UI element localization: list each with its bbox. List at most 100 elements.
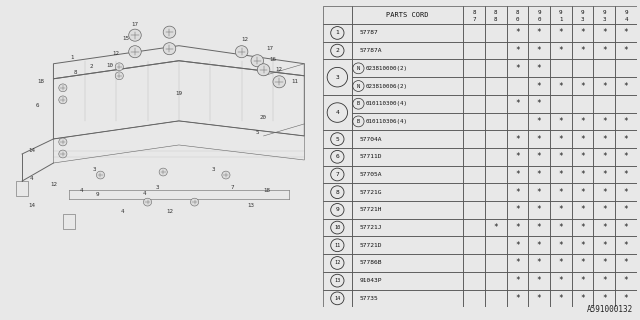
Text: *: * — [602, 241, 607, 250]
Bar — [323, 6, 351, 24]
Bar — [323, 60, 351, 95]
Bar — [572, 272, 593, 290]
Text: 0: 0 — [516, 17, 519, 22]
Text: 57721G: 57721G — [359, 190, 382, 195]
Text: 8: 8 — [74, 70, 77, 75]
Circle shape — [129, 29, 141, 41]
Bar — [323, 166, 351, 183]
Text: 16: 16 — [269, 57, 276, 62]
Bar — [351, 77, 463, 95]
Bar — [507, 60, 528, 77]
Bar — [485, 95, 507, 113]
Bar — [507, 219, 528, 236]
Text: *: * — [559, 294, 563, 303]
Text: *: * — [537, 241, 541, 250]
Text: 17: 17 — [131, 22, 138, 27]
Bar — [463, 272, 485, 290]
Bar — [323, 148, 351, 166]
Bar — [528, 183, 550, 201]
Bar — [593, 60, 615, 77]
Text: 20: 20 — [260, 116, 267, 120]
Bar — [593, 77, 615, 95]
Bar — [528, 272, 550, 290]
Text: 5: 5 — [335, 137, 339, 142]
Bar — [593, 166, 615, 183]
Circle shape — [115, 72, 124, 80]
Text: 4: 4 — [121, 209, 124, 214]
Text: *: * — [602, 170, 607, 179]
Bar — [572, 60, 593, 77]
Bar — [485, 113, 507, 130]
Circle shape — [59, 138, 67, 146]
Circle shape — [251, 55, 264, 67]
Text: *: * — [559, 276, 563, 285]
Bar — [615, 42, 637, 60]
Bar — [593, 148, 615, 166]
Bar — [615, 77, 637, 95]
Text: 7: 7 — [472, 17, 476, 22]
Bar — [550, 219, 572, 236]
Bar — [463, 219, 485, 236]
Text: 57711D: 57711D — [359, 154, 382, 159]
Bar — [572, 77, 593, 95]
Text: 3: 3 — [580, 17, 584, 22]
Text: *: * — [580, 241, 585, 250]
Bar — [593, 113, 615, 130]
Text: 17: 17 — [266, 46, 273, 51]
Bar — [351, 236, 463, 254]
Bar — [351, 290, 463, 307]
Bar — [615, 113, 637, 130]
Bar — [572, 24, 593, 42]
Text: *: * — [602, 259, 607, 268]
Text: 6: 6 — [36, 103, 40, 108]
Bar — [485, 183, 507, 201]
Circle shape — [59, 96, 67, 104]
Text: *: * — [515, 152, 520, 161]
Bar — [351, 95, 463, 113]
Text: *: * — [515, 205, 520, 214]
Bar — [572, 290, 593, 307]
Text: *: * — [623, 294, 628, 303]
Bar — [507, 148, 528, 166]
Text: *: * — [580, 135, 585, 144]
Text: *: * — [623, 170, 628, 179]
Text: *: * — [580, 188, 585, 197]
Text: 12: 12 — [241, 37, 248, 42]
Text: 13: 13 — [334, 278, 340, 283]
Text: 023810006(2): 023810006(2) — [365, 84, 408, 89]
Text: *: * — [537, 188, 541, 197]
Text: *: * — [515, 28, 520, 37]
Text: 57787: 57787 — [359, 30, 378, 36]
Circle shape — [163, 26, 176, 38]
Bar — [528, 166, 550, 183]
Text: 023810000(2): 023810000(2) — [365, 66, 408, 71]
Bar — [351, 201, 463, 219]
Bar — [528, 219, 550, 236]
Text: 57735: 57735 — [359, 296, 378, 301]
Bar — [593, 183, 615, 201]
Text: 3: 3 — [335, 75, 339, 80]
Text: *: * — [559, 152, 563, 161]
Circle shape — [257, 64, 270, 76]
Text: 1: 1 — [559, 17, 563, 22]
Text: *: * — [602, 276, 607, 285]
Text: *: * — [537, 99, 541, 108]
Text: 57704A: 57704A — [359, 137, 382, 142]
Text: *: * — [537, 259, 541, 268]
Text: 9: 9 — [624, 10, 628, 15]
Bar — [485, 290, 507, 307]
Text: *: * — [623, 28, 628, 37]
Bar — [507, 113, 528, 130]
Text: *: * — [602, 135, 607, 144]
Text: 1: 1 — [335, 30, 339, 36]
Bar — [323, 183, 351, 201]
Text: 8: 8 — [494, 10, 497, 15]
Bar — [351, 183, 463, 201]
Text: *: * — [580, 28, 585, 37]
Text: *: * — [602, 223, 607, 232]
Text: 57721H: 57721H — [359, 207, 382, 212]
Bar — [463, 254, 485, 272]
Bar — [550, 183, 572, 201]
Text: *: * — [559, 46, 563, 55]
Text: 18: 18 — [37, 79, 44, 84]
